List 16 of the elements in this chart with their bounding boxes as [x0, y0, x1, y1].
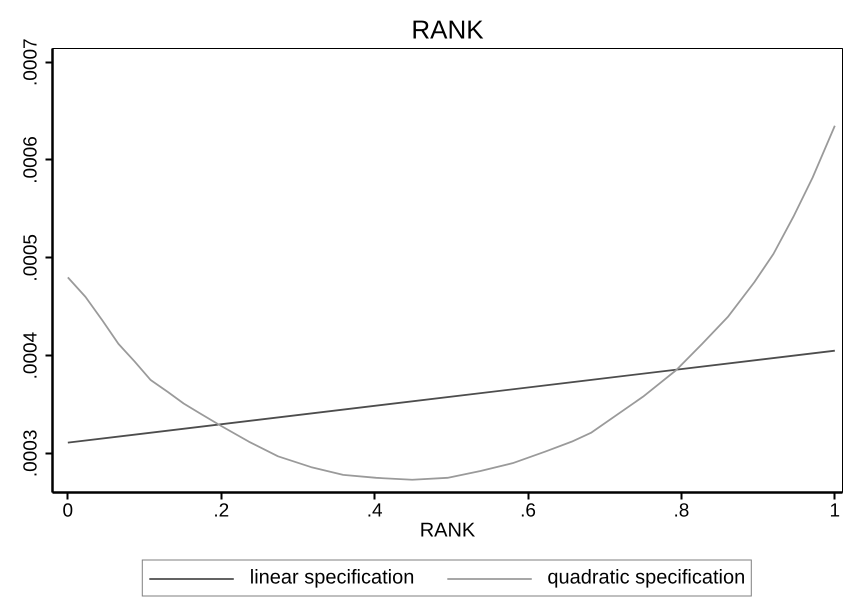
- x-tick-label: 0: [62, 500, 74, 522]
- line-series: [66, 124, 836, 481]
- y-tick-label: .0004: [20, 331, 42, 380]
- x-tick-label: .8: [674, 500, 690, 522]
- legend-label: linear specification: [250, 566, 414, 590]
- x-tick-label: 1: [830, 500, 840, 522]
- chart-title: RANK: [411, 14, 484, 44]
- x-axis-title: RANK: [420, 520, 476, 542]
- legend-label: quadratic specification: [547, 566, 746, 590]
- x-tick-label: .6: [520, 500, 536, 522]
- y-tick-label: .0007: [20, 38, 42, 86]
- x-tick-label: .4: [366, 500, 383, 522]
- y-tick-label: .0005: [20, 234, 42, 282]
- x-tick-label: .2: [213, 500, 230, 522]
- y-tick-label: .0003: [20, 430, 42, 478]
- y-tick-label: .0006: [20, 136, 42, 184]
